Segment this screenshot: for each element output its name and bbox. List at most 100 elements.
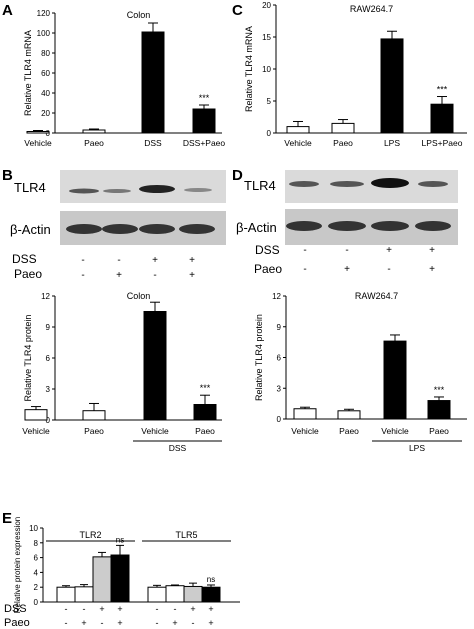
chart-b2: 0 3 6 9 12 Relative TLR4 protein Colon Vehicle P… bbox=[22, 291, 222, 453]
blot-b-actin-band bbox=[139, 224, 175, 234]
y-tick-label: 10 bbox=[29, 524, 38, 533]
group-label: LPS bbox=[409, 443, 425, 453]
blot-b-paeo-sign: - bbox=[81, 270, 84, 281]
y-tick-label: 4 bbox=[34, 568, 39, 577]
blot-d-dss-sign: - bbox=[303, 245, 306, 256]
significance-label: *** bbox=[437, 85, 448, 95]
bar bbox=[337, 410, 361, 420]
chart-title: Colon bbox=[127, 10, 151, 20]
category-label: Vehicle bbox=[381, 426, 409, 436]
bar bbox=[331, 122, 355, 134]
bar bbox=[143, 311, 167, 421]
y-tick-label: 0 bbox=[46, 416, 51, 425]
y-axis-label: Relative TLR4 protein bbox=[254, 314, 264, 401]
group-label: TLR2 bbox=[79, 530, 101, 540]
bar bbox=[26, 131, 50, 134]
y-tick-label: 120 bbox=[37, 9, 51, 18]
condition-sign: + bbox=[208, 618, 213, 628]
bar bbox=[193, 404, 217, 421]
blot-b-row-dss-label: DSS bbox=[12, 252, 37, 266]
blot-d-actin-band bbox=[371, 221, 409, 231]
bar bbox=[82, 410, 106, 421]
y-tick-label: 12 bbox=[272, 292, 281, 301]
blot-b-dss-sign: + bbox=[152, 255, 158, 266]
blot-d-tlr4-band bbox=[289, 181, 319, 187]
bar bbox=[74, 586, 94, 603]
category-label: Vehicle bbox=[24, 138, 52, 148]
condition-sign: - bbox=[174, 604, 177, 614]
blot-d-actin-band bbox=[415, 221, 451, 231]
panel-label-c: C bbox=[232, 2, 243, 19]
bar bbox=[82, 129, 106, 134]
bar bbox=[192, 108, 216, 134]
panel-label-e: E bbox=[2, 510, 12, 527]
y-tick-label: 6 bbox=[34, 554, 39, 563]
condition-sign: - bbox=[83, 604, 86, 614]
bar bbox=[147, 586, 167, 603]
blot-b-dss-sign: - bbox=[117, 255, 120, 266]
y-axis-label: Relative TLR4 protein bbox=[23, 315, 33, 402]
y-tick-label: 8 bbox=[34, 539, 39, 548]
category-label: Vehicle bbox=[284, 138, 312, 148]
significance-label: ns bbox=[116, 535, 124, 544]
blot-d-paeo-sign: + bbox=[429, 264, 435, 275]
blot-b-actin-band bbox=[102, 224, 138, 234]
bar bbox=[24, 409, 48, 421]
significance-label: *** bbox=[199, 93, 210, 103]
y-axis-label: Relative TLR4 mRNA bbox=[244, 26, 254, 112]
chart-d2: 0 3 6 9 12 Relative TLR4 protein RAW264.7 Vehic… bbox=[254, 291, 467, 453]
y-tick-label: 20 bbox=[262, 1, 271, 10]
bar bbox=[380, 38, 404, 134]
condition-sign: + bbox=[172, 618, 177, 628]
condition-sign: + bbox=[190, 604, 195, 614]
blot-b-paeo-sign: + bbox=[189, 270, 195, 281]
blot-b-paeo-sign: - bbox=[153, 270, 156, 281]
category-label: DSS bbox=[144, 138, 162, 148]
condition-sign: + bbox=[117, 604, 122, 614]
blot-b-actin-label: β-Actin bbox=[10, 222, 51, 237]
condition-row-label: DSS bbox=[4, 603, 27, 615]
blot-d-paeo-sign: + bbox=[344, 264, 350, 275]
blot-d-dss-sign: - bbox=[345, 245, 348, 256]
bar bbox=[110, 554, 130, 603]
category-label: Paeo bbox=[84, 426, 104, 436]
y-tick-label: 20 bbox=[41, 109, 50, 118]
y-tick-label: 12 bbox=[41, 292, 50, 301]
chart-title: Colon bbox=[127, 291, 151, 301]
condition-sign: - bbox=[156, 618, 159, 628]
y-tick-label: 0 bbox=[267, 129, 272, 138]
y-tick-label: 10 bbox=[262, 65, 271, 74]
group-label: DSS bbox=[169, 443, 187, 453]
bar bbox=[165, 585, 185, 603]
condition-sign: + bbox=[81, 618, 86, 628]
condition-sign: + bbox=[117, 618, 122, 628]
bar bbox=[183, 585, 203, 603]
bar bbox=[430, 103, 454, 134]
category-label: Paeo bbox=[339, 426, 359, 436]
condition-sign: - bbox=[101, 618, 104, 628]
blot-d-row-paeo-label: Paeo bbox=[254, 262, 282, 276]
blot-b-tlr4-band bbox=[69, 188, 99, 194]
blot-b-dss-sign: - bbox=[81, 255, 84, 266]
blot-d-tlr4-band bbox=[330, 181, 364, 187]
western-blot-d: TLR4 β-Actin DSS Paeo - - + + - + - + bbox=[236, 170, 458, 276]
category-label: Vehicle bbox=[22, 426, 50, 436]
chart-e: 0 2 4 6 8 10 Relative protein expression TLR2 ns… bbox=[4, 517, 240, 629]
significance-label: ns bbox=[207, 575, 215, 584]
blot-d-actin-band bbox=[328, 221, 366, 231]
bar bbox=[427, 400, 451, 420]
blot-b-row-paeo-label: Paeo bbox=[14, 267, 42, 281]
category-label: DSS+Paeo bbox=[183, 138, 226, 148]
blot-b-tlr4-band bbox=[184, 188, 212, 192]
category-label: Paeo bbox=[429, 426, 449, 436]
bar bbox=[141, 31, 165, 134]
western-blot-b: TLR4 β-Actin DSS Paeo - - + + - + - + bbox=[10, 170, 226, 281]
y-tick-label: 0 bbox=[277, 415, 282, 424]
panel-label-a: A bbox=[2, 2, 13, 19]
blot-d-tlr4-band bbox=[371, 178, 409, 188]
y-tick-label: 60 bbox=[41, 69, 50, 78]
y-tick-label: 5 bbox=[267, 97, 272, 106]
y-tick-label: 9 bbox=[277, 323, 282, 332]
bar bbox=[56, 586, 76, 603]
